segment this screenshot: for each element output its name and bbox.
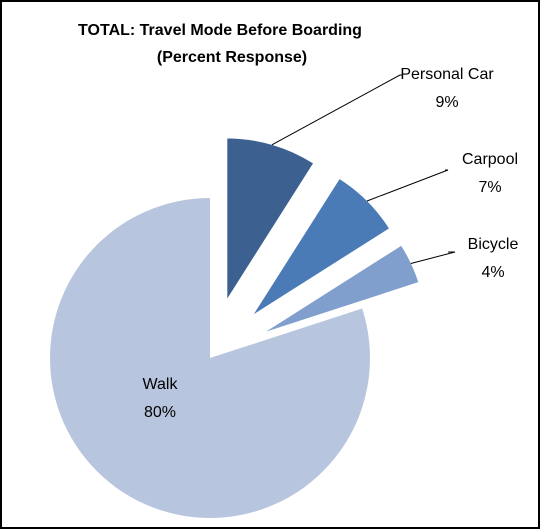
pie-slice: [227, 138, 314, 299]
pie-slice: [266, 245, 419, 332]
slice-value-label: 9%: [435, 94, 458, 111]
slice-value-label: 4%: [481, 264, 504, 281]
slice-label: Personal Car: [400, 66, 494, 83]
chart-subtitle: (Percent Response): [157, 49, 307, 66]
leader-line: [271, 74, 402, 146]
slice-value-label: 80%: [144, 404, 176, 421]
slice-label: Carpool: [462, 151, 518, 168]
slice-label: Bicycle: [468, 236, 519, 253]
slice-value-label: 7%: [478, 179, 501, 196]
leader-line: [366, 169, 449, 202]
pie-slice: [49, 198, 370, 519]
chart-title: TOTAL: Travel Mode Before Boarding: [78, 22, 362, 39]
slice-label: Walk: [143, 376, 179, 393]
leader-line: [410, 251, 456, 264]
pie-slice: [253, 179, 389, 315]
